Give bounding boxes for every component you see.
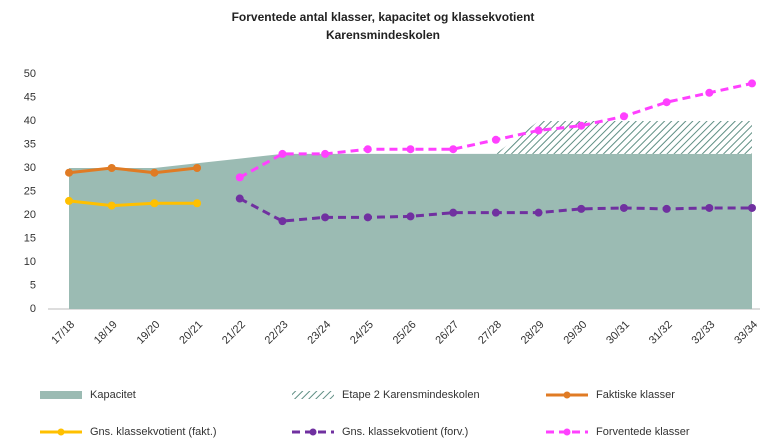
- marker: [150, 199, 159, 208]
- marker: [406, 212, 415, 221]
- marker: [278, 149, 287, 158]
- x-tick-label: 25/26: [391, 319, 419, 347]
- legend-swatch: [292, 391, 334, 399]
- line: [68, 199, 198, 208]
- marker: [619, 112, 628, 121]
- marker: [107, 201, 116, 210]
- chart-title: Forventede antal klasser, kapacitet og k…: [232, 10, 535, 24]
- legend-swatch: [40, 391, 82, 399]
- y-tick-label: 15: [24, 232, 36, 244]
- legend-marker: [309, 428, 317, 436]
- x-tick-label: 24/25: [348, 319, 376, 347]
- area: [69, 153, 752, 309]
- marker: [321, 213, 330, 222]
- y-tick-label: 0: [30, 303, 36, 315]
- marker: [363, 145, 372, 154]
- marker: [491, 135, 500, 144]
- x-tick-label: 17/18: [49, 319, 77, 347]
- marker: [235, 194, 244, 203]
- marker: [577, 204, 586, 213]
- legend-label: Forventede klasser: [596, 426, 690, 438]
- x-tick-label: 23/24: [305, 319, 333, 347]
- marker: [662, 204, 671, 213]
- x-tick-label: 31/32: [647, 319, 675, 347]
- line: [68, 166, 198, 175]
- y-tick-label: 20: [24, 209, 36, 221]
- y-tick-label: 5: [30, 279, 36, 291]
- legend-marker: [563, 428, 571, 436]
- x-tick-label: 28/29: [519, 319, 547, 347]
- marker: [193, 164, 202, 172]
- y-tick-label: 40: [24, 115, 36, 127]
- marker: [235, 173, 244, 182]
- x-tick-label: 30/31: [604, 319, 632, 347]
- hatched-area: [495, 121, 752, 154]
- marker: [193, 199, 202, 208]
- legend-label: Gns. klassekvotient (forv.): [342, 426, 468, 438]
- x-tick-label: 26/27: [433, 319, 461, 347]
- marker: [705, 203, 714, 212]
- legend-label: Kapacitet: [90, 389, 136, 401]
- x-tick-label: 33/34: [732, 319, 760, 347]
- x-tick-label: 19/20: [135, 319, 163, 347]
- y-tick-label: 25: [24, 185, 36, 197]
- marker: [278, 217, 287, 226]
- x-tick-label: 21/22: [220, 319, 248, 347]
- legend-label: Gns. klassekvotient (fakt.): [90, 426, 217, 438]
- legend-label: Faktiske klasser: [596, 389, 675, 401]
- legend-label: Etape 2 Karensmindeskolen: [342, 389, 480, 401]
- marker: [107, 164, 116, 172]
- y-tick-label: 10: [24, 256, 36, 268]
- marker: [491, 208, 500, 217]
- y-tick-label: 35: [24, 138, 36, 150]
- marker: [534, 126, 543, 135]
- marker: [65, 196, 73, 205]
- marker: [65, 168, 73, 177]
- x-tick-label: 29/30: [561, 319, 589, 347]
- x-tick-label: 27/28: [476, 319, 504, 347]
- marker: [619, 203, 628, 212]
- x-tick-label: 22/23: [263, 319, 291, 347]
- marker: [406, 145, 415, 154]
- marker: [662, 98, 671, 107]
- x-tick-label: 18/19: [92, 319, 120, 347]
- marker: [363, 213, 372, 222]
- marker: [534, 208, 543, 217]
- marker: [705, 88, 714, 97]
- y-tick-label: 50: [24, 68, 36, 80]
- marker: [449, 145, 458, 154]
- chart-subtitle: Karensmindeskolen: [326, 28, 440, 42]
- x-tick-label: 32/33: [690, 319, 718, 347]
- legend-marker: [57, 428, 65, 436]
- marker: [321, 149, 330, 158]
- marker: [577, 121, 586, 130]
- marker: [748, 203, 756, 212]
- y-tick-label: 45: [24, 91, 36, 103]
- marker: [748, 79, 756, 88]
- marker: [449, 208, 458, 217]
- legend-marker: [563, 391, 571, 399]
- x-tick-label: 20/21: [177, 319, 205, 347]
- marker: [150, 168, 159, 177]
- y-tick-label: 30: [24, 162, 36, 174]
